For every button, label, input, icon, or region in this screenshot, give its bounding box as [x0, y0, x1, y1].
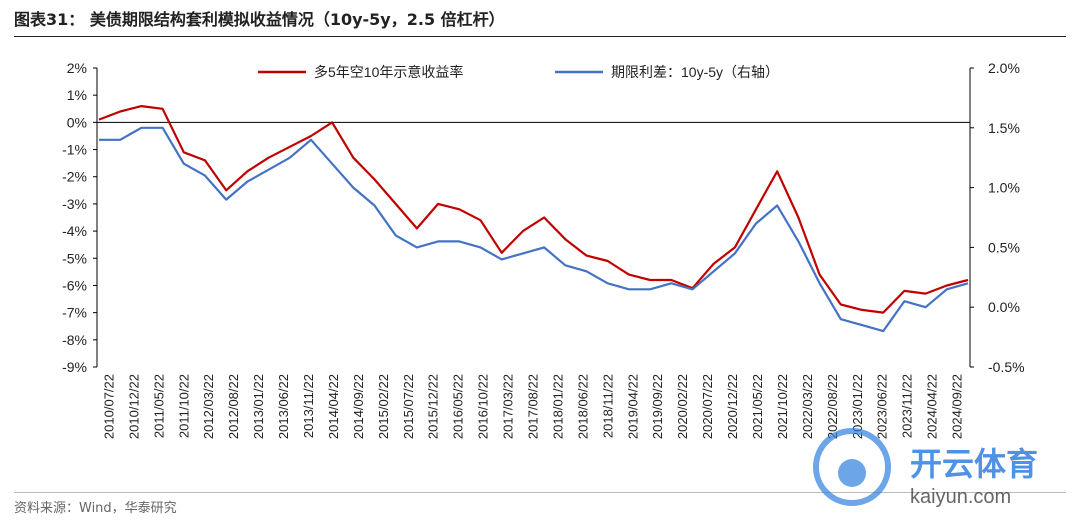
x-tick-label: 2019/04/22 — [625, 374, 640, 439]
x-tick-label: 2011/10/22 — [176, 374, 191, 438]
footer-divider — [14, 492, 1066, 493]
x-tick-label: 2021/05/22 — [750, 374, 765, 439]
x-tick-label: 2010/07/22 — [101, 374, 116, 439]
x-tick-label: 2024/09/22 — [950, 374, 965, 439]
x-tick-label: 2013/11/22 — [301, 374, 316, 438]
y-left-tick-label: -7% — [62, 305, 87, 321]
x-tick-label: 2011/05/22 — [151, 374, 166, 438]
y-right-tick-label: 0.0% — [988, 299, 1020, 315]
x-tick-label: 2022/03/22 — [800, 374, 815, 439]
x-tick-label: 2023/01/22 — [850, 374, 865, 439]
y-right-tick-label: 0.5% — [988, 239, 1020, 255]
x-tick-label: 2024/04/22 — [925, 374, 940, 439]
x-tick-label: 2020/12/22 — [725, 374, 740, 439]
watermark-logo: 开云体育 kaiyun.com — [813, 428, 1038, 508]
y-left-tick-label: -2% — [62, 169, 87, 185]
x-tick-label: 2023/11/22 — [900, 374, 915, 438]
chart: 2% 1% 0% -1% -2% -3% -4% -5% -6% -7% -8% -9% 2.0% 1.5… — [62, 60, 1025, 439]
y-right-tick-label: 1.0% — [988, 180, 1020, 196]
x-tick-label: 2017/03/22 — [501, 374, 516, 439]
x-tick-label: 2016/05/22 — [451, 374, 466, 439]
y-right-tick-label: 2.0% — [988, 60, 1020, 76]
legend-entry-blue-label: 期限利差：10y-5y（右轴） — [611, 64, 779, 80]
x-tick-label: 2013/06/22 — [276, 374, 291, 439]
y-left-tick-label: -9% — [62, 359, 87, 375]
x-tick-label: 2015/12/22 — [426, 374, 441, 439]
x-tick-label: 2022/08/22 — [825, 374, 840, 439]
x-tick-label: 2019/09/22 — [650, 374, 665, 439]
source-note: 资料来源：Wind，华泰研究 — [14, 501, 177, 516]
x-tick-label: 2020/07/22 — [700, 374, 715, 439]
y-left-tick-label: -8% — [62, 332, 87, 348]
title-divider — [14, 36, 1066, 37]
y-left-tick-label: 0% — [67, 114, 87, 130]
x-tick-label: 2010/12/22 — [126, 374, 141, 439]
series-line-blue — [99, 126, 969, 333]
watermark-brand: 开云体育 — [910, 446, 1038, 482]
x-tick-label: 2013/01/22 — [251, 374, 266, 439]
x-tick-label: 2018/01/22 — [550, 374, 565, 439]
x-tick-label: 2014/09/22 — [351, 374, 366, 439]
y-left-tick-label: -1% — [62, 142, 87, 158]
x-tick-label: 2018/06/22 — [575, 374, 590, 439]
watermark-url: kaiyun.com — [910, 486, 1011, 508]
x-tick-label: 2015/02/22 — [376, 374, 391, 439]
x-tick-label: 2012/03/22 — [201, 374, 216, 439]
x-tick-label: 2016/10/22 — [476, 374, 491, 439]
x-tick-label: 2018/11/22 — [600, 374, 615, 438]
y-left-tick-label: -6% — [62, 277, 87, 293]
chart-title: 图表31： 美债期限结构套利模拟收益情况（10y-5y，2.5 倍杠杆） — [14, 10, 505, 29]
y-left-tick-label: -5% — [62, 250, 87, 266]
x-tick-label: 2012/08/22 — [226, 374, 241, 439]
x-tick-label: 2021/10/22 — [775, 374, 790, 439]
y-right-tick-label: -0.5% — [988, 359, 1025, 375]
y-left-tick-label: -4% — [62, 223, 87, 239]
y-right-tick-label: 1.5% — [988, 120, 1020, 136]
x-tick-label: 2020/02/22 — [675, 374, 690, 439]
legend-entry-red-label: 多5年空10年示意收益率 — [314, 64, 463, 80]
x-tick-label: 2015/07/22 — [401, 374, 416, 439]
x-tick-label: 2017/08/22 — [526, 374, 541, 439]
series-line-red — [98, 104, 969, 314]
y-left-tick-label: 1% — [67, 87, 87, 103]
x-tick-label: 2023/06/22 — [875, 374, 890, 439]
x-tick-label: 2014/04/22 — [326, 374, 341, 439]
y-left-tick-label: 2% — [67, 60, 87, 76]
y-left-tick-label: -3% — [62, 196, 87, 212]
